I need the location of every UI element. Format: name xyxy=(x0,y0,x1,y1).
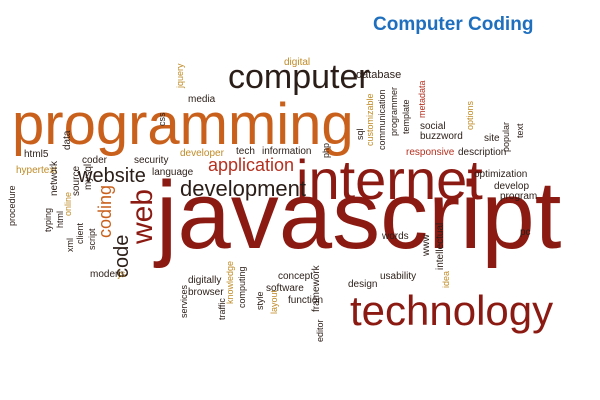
word-javascript: javascript xyxy=(156,162,562,269)
word-digitally: digitally xyxy=(188,275,222,286)
word-optimization: optimization xyxy=(474,169,528,180)
word-usability: usability xyxy=(380,271,417,282)
word-tech: tech xyxy=(236,146,255,157)
word-information: information xyxy=(262,146,312,157)
word-developer: developer xyxy=(180,148,224,159)
word-hypertext: hypertext xyxy=(16,165,58,176)
word-options: options xyxy=(465,100,475,130)
word-programmer: programmer xyxy=(389,86,399,136)
word-language: language xyxy=(152,167,194,178)
word-pc: pc xyxy=(520,227,531,238)
word-development: development xyxy=(180,176,306,201)
word-style: style xyxy=(255,291,265,310)
word-customizable: customizable xyxy=(365,93,375,146)
word-website: website xyxy=(78,165,146,187)
word-script: script xyxy=(87,228,97,250)
word-computing: computing xyxy=(237,266,247,308)
word-internet: internet xyxy=(296,148,483,211)
word-text: text xyxy=(515,123,525,138)
word-communication: communication xyxy=(377,89,387,150)
word-coder: coder xyxy=(82,155,108,166)
word-typing: typing xyxy=(43,207,53,232)
word-metadata: metadata xyxy=(417,80,427,118)
word-technology: technology xyxy=(350,287,554,334)
word-software: software xyxy=(266,283,304,294)
word-intellectual: intellectual xyxy=(435,222,446,270)
word-sql: sql xyxy=(355,128,365,140)
word-js: js xyxy=(118,269,126,280)
word-design: design xyxy=(348,279,378,290)
word-application: application xyxy=(208,155,295,175)
word-media: media xyxy=(188,94,216,105)
word-concept: concept xyxy=(278,271,314,282)
word-www: www xyxy=(421,234,432,256)
word-layout: layout xyxy=(269,289,279,314)
word-php: php xyxy=(321,142,331,158)
word-buzzword: buzzword xyxy=(420,131,463,142)
word-site: site xyxy=(484,133,500,144)
page-title: Computer Coding xyxy=(373,14,534,35)
word-template: template xyxy=(401,99,411,134)
word-security: security xyxy=(134,155,169,166)
word-procedure: procedure xyxy=(7,185,17,226)
word-program: program xyxy=(500,191,538,202)
word-words: words xyxy=(382,231,409,242)
word-idea: idea xyxy=(441,270,451,288)
word-programming: programming xyxy=(12,92,354,157)
word-xml: xml xyxy=(65,238,75,252)
word-html5: html5 xyxy=(24,149,49,160)
word-description: description xyxy=(458,147,507,158)
word-browser: browser xyxy=(188,287,224,298)
word-data: data xyxy=(62,130,73,150)
word-digital: digital xyxy=(284,57,311,68)
word-css: css xyxy=(157,112,167,127)
word-client: client xyxy=(75,222,85,244)
word-function: function xyxy=(288,295,324,306)
word-social: social xyxy=(420,121,446,132)
word-computer: computer xyxy=(228,58,370,96)
word-coding: coding xyxy=(95,184,115,238)
word-jquery: jquery xyxy=(175,63,185,88)
word-popular: popular xyxy=(501,121,511,152)
word-editor: editor xyxy=(315,319,325,342)
word-modern: modern xyxy=(90,269,124,280)
word-responsive: responsive xyxy=(406,147,455,158)
word-source: source xyxy=(71,165,82,196)
word-knowledge: knowledge xyxy=(225,260,235,304)
word-database: database xyxy=(356,69,402,81)
word-network: network xyxy=(49,160,60,196)
word-develop: develop xyxy=(494,181,530,192)
word-mysql: mysql xyxy=(83,163,94,190)
